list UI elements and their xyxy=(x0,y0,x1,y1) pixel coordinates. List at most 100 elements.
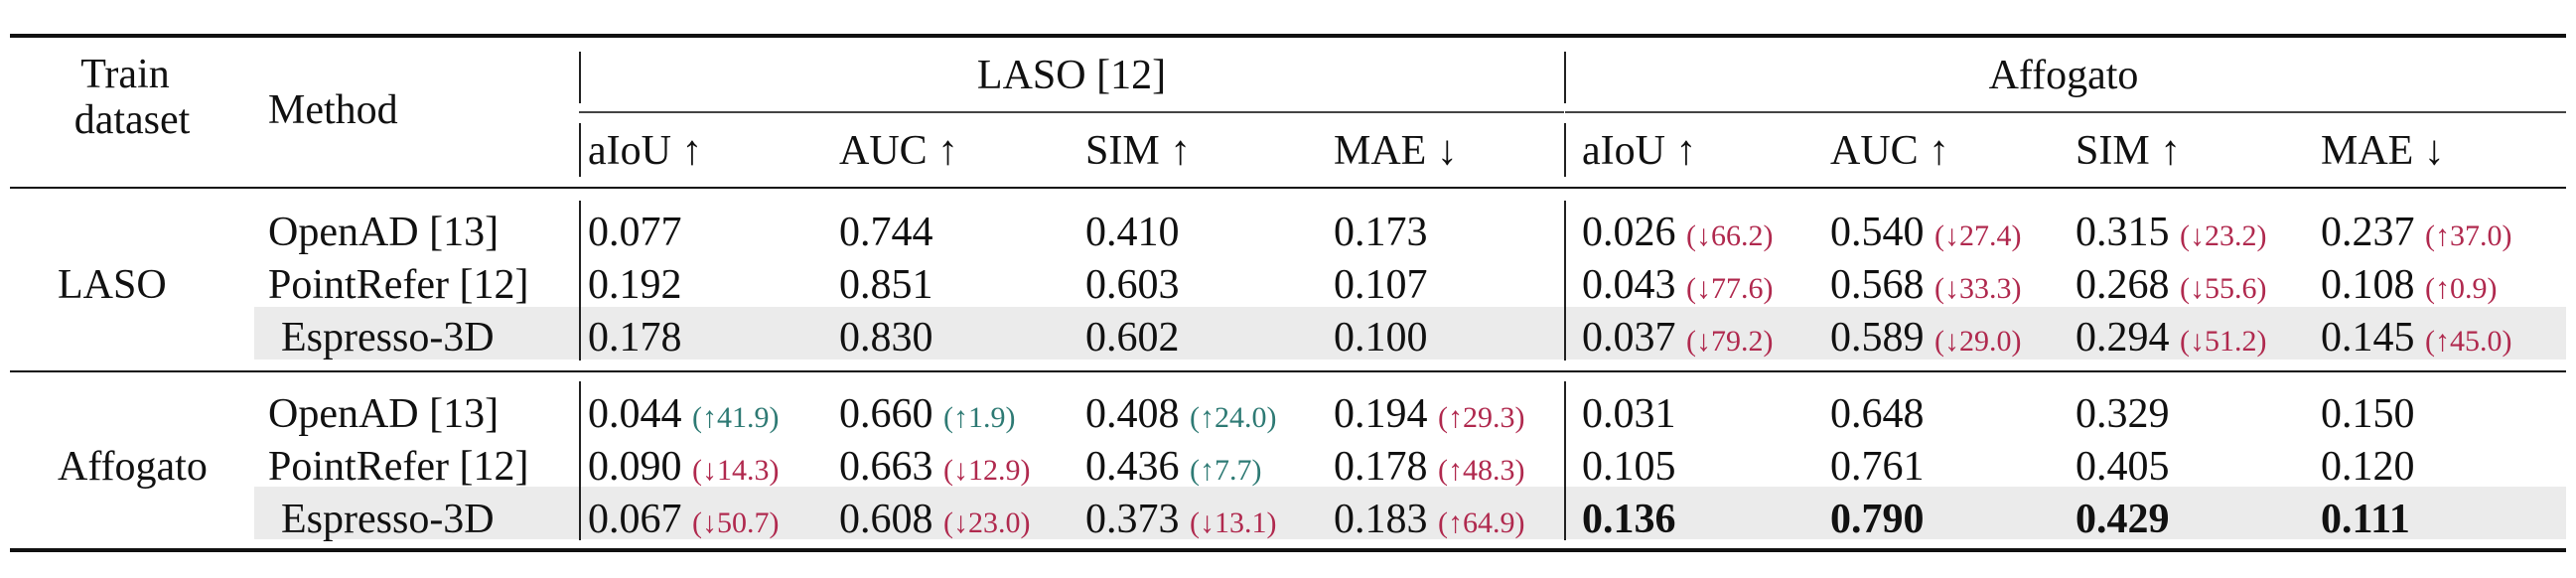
delta-value: (↑48.3) xyxy=(1438,454,1525,487)
metric-value: 0.090 xyxy=(588,444,682,490)
delta-value: (↑29.3) xyxy=(1438,401,1525,434)
delta-value: (↓79.2) xyxy=(1686,325,1774,358)
table-cell: 0.178 xyxy=(588,317,682,359)
metric-value: 0.111 xyxy=(2321,497,2410,542)
table-cell: 0.192 xyxy=(588,264,682,306)
metric-value: 0.603 xyxy=(1085,262,1180,308)
table-cell: 0.830 xyxy=(839,317,933,359)
table-cell: 0.568 (↓33.3) xyxy=(1830,264,2021,306)
table-cell: 0.105 xyxy=(1582,446,1676,488)
table-cell: 0.120 xyxy=(2321,446,2415,488)
metric-value: 0.183 xyxy=(1334,497,1428,542)
table-cell: 0.761 xyxy=(1830,446,1925,488)
delta-value: (↑41.9) xyxy=(692,401,780,434)
table-cell: 0.194 (↑29.3) xyxy=(1334,393,1524,435)
delta-value: (↑64.9) xyxy=(1438,506,1525,539)
table-cell: 0.037 (↓79.2) xyxy=(1582,317,1773,359)
delta-value: (↑0.9) xyxy=(2425,272,2498,305)
delta-value: (↓33.3) xyxy=(1934,272,2022,305)
metric-value: 0.150 xyxy=(2321,391,2415,437)
metric-value: 0.194 xyxy=(1334,391,1428,437)
table-cell: 0.145 (↑45.0) xyxy=(2321,317,2511,359)
metric-value: 0.108 xyxy=(2321,262,2415,308)
bottom-rule xyxy=(10,548,2566,552)
metric-value: 0.410 xyxy=(1085,210,1180,255)
table-cell: 0.294 (↓51.2) xyxy=(2075,317,2266,359)
train-dataset-label: LASO xyxy=(58,262,167,308)
table-cell: 0.436 (↑7.7) xyxy=(1085,446,1261,488)
metric-value: 0.105 xyxy=(1582,444,1676,490)
table-cell: 0.602 xyxy=(1085,317,1180,359)
metric-value: 0.294 xyxy=(2075,315,2170,361)
delta-value: (↑7.7) xyxy=(1190,454,1262,487)
table-cell: 0.136 xyxy=(1582,499,1676,540)
header-group-affogato: Affogato xyxy=(1988,53,2139,98)
header-train-dataset-line2: dataset xyxy=(73,97,191,143)
metric-value: 0.077 xyxy=(588,210,682,255)
metric-value: 0.429 xyxy=(2075,497,2170,542)
table-cell: 0.067 (↓50.7) xyxy=(588,499,779,540)
table-cell: 0.111 xyxy=(2321,499,2410,540)
metric-value: 0.329 xyxy=(2075,391,2170,437)
metric-value: 0.408 xyxy=(1085,391,1180,437)
table-cell: 0.026 (↓66.2) xyxy=(1582,212,1773,253)
table-cell: 0.660 (↑1.9) xyxy=(839,393,1015,435)
metric-value: 0.851 xyxy=(839,262,933,308)
header-train-dataset-line1: Train xyxy=(80,52,170,97)
metric-value: 0.663 xyxy=(839,444,933,490)
delta-value: (↓50.7) xyxy=(692,506,780,539)
delta-value: (↓13.1) xyxy=(1190,506,1277,539)
method-name: PointRefer [12] xyxy=(268,262,529,308)
delta-value: (↑37.0) xyxy=(2425,219,2512,252)
group-underline-affogato xyxy=(1565,111,2566,113)
metric-value: 0.237 xyxy=(2321,210,2415,255)
metric-value: 0.568 xyxy=(1830,262,1925,308)
vline-metrics-laso xyxy=(579,123,581,177)
group-separator-rule xyxy=(10,370,2566,372)
table-cell: 0.540 (↓27.4) xyxy=(1830,212,2021,253)
table-cell: 0.183 (↑64.9) xyxy=(1334,499,1524,540)
table-cell: 0.408 (↑24.0) xyxy=(1085,393,1276,435)
table-cell: 0.173 xyxy=(1334,212,1428,253)
header-method: Method xyxy=(268,87,398,133)
header-group-laso: LASO [12] xyxy=(976,53,1167,98)
vline-body1-laso xyxy=(579,201,581,361)
metric-value: 0.405 xyxy=(2075,444,2170,490)
delta-value: (↑45.0) xyxy=(2425,325,2512,358)
table-cell: 0.315 (↓23.2) xyxy=(2075,212,2266,253)
delta-value: (↓77.6) xyxy=(1686,272,1774,305)
vline-body2-laso xyxy=(579,381,581,540)
table-cell: 0.373 (↓13.1) xyxy=(1085,499,1276,540)
metric-value: 0.044 xyxy=(588,391,682,437)
metric-value: 0.043 xyxy=(1582,262,1676,308)
highlight-band-affogato-espresso xyxy=(254,487,2566,539)
table-cell: 0.090 (↓14.3) xyxy=(588,446,779,488)
vline-header-affogato xyxy=(1564,52,1566,103)
vline-metrics-affogato xyxy=(1564,123,1566,177)
metric-value: 0.268 xyxy=(2075,262,2170,308)
table-cell: 0.744 xyxy=(839,212,933,253)
metric-value: 0.315 xyxy=(2075,210,2170,255)
delta-value: (↓66.2) xyxy=(1686,219,1774,252)
metric-value: 0.744 xyxy=(839,210,933,255)
method-name: Espresso-3D xyxy=(281,497,495,542)
delta-value: (↓51.2) xyxy=(2180,325,2267,358)
group-underline-laso xyxy=(579,111,1564,113)
table-cell: 0.100 xyxy=(1334,317,1428,359)
delta-value: (↓29.0) xyxy=(1934,325,2022,358)
method-name: OpenAD [13] xyxy=(268,391,500,437)
table-cell: 0.044 (↑41.9) xyxy=(588,393,779,435)
table-cell: 0.107 xyxy=(1334,264,1428,306)
metric-value: 0.373 xyxy=(1085,497,1180,542)
metric-value: 0.107 xyxy=(1334,262,1428,308)
metric-value: 0.178 xyxy=(1334,444,1428,490)
table-cell: 0.108 (↑0.9) xyxy=(2321,264,2497,306)
table-cell: 0.268 (↓55.6) xyxy=(2075,264,2266,306)
metric-value: 0.037 xyxy=(1582,315,1676,361)
table-cell: 0.589 (↓29.0) xyxy=(1830,317,2021,359)
metric-value: 0.790 xyxy=(1830,497,1925,542)
table-cell: 0.329 xyxy=(2075,393,2170,435)
metric-value: 0.648 xyxy=(1830,391,1925,437)
table-cell: 0.790 xyxy=(1830,499,1925,540)
metric-value: 0.589 xyxy=(1830,315,1925,361)
